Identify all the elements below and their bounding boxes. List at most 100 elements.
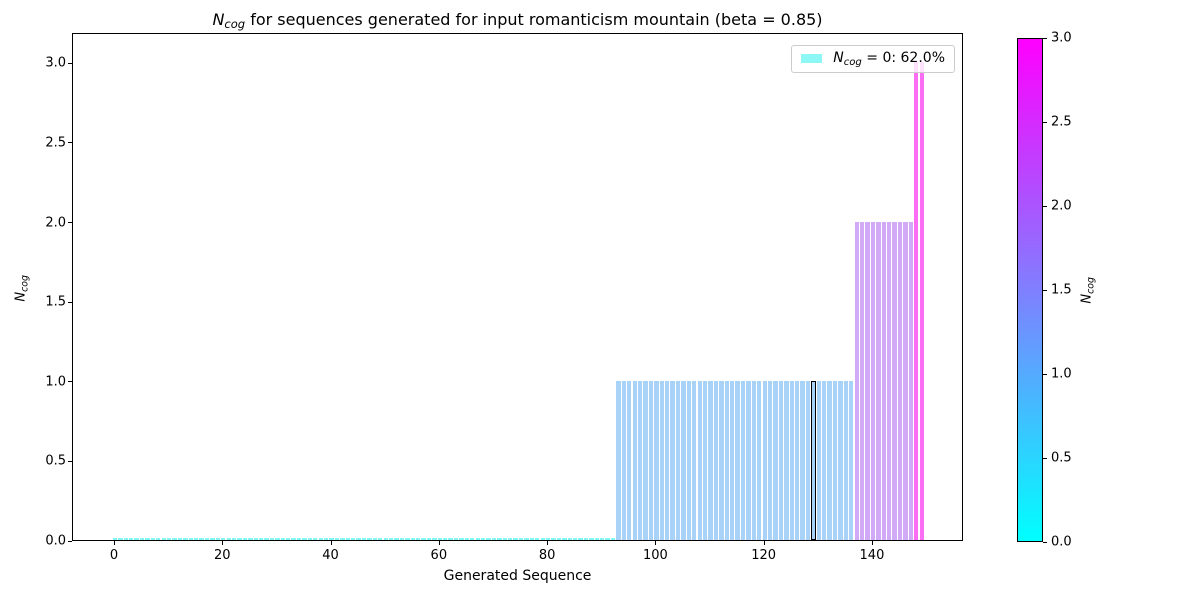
x-tick-mark [655, 541, 657, 545]
bar [399, 538, 405, 540]
bar [605, 538, 610, 540]
x-tick-label: 60 [430, 548, 448, 563]
bar [865, 221, 870, 540]
bar [161, 538, 166, 540]
y-tick-mark [68, 222, 72, 223]
bar [459, 538, 464, 540]
bar [551, 538, 556, 540]
bar [648, 380, 654, 540]
bar [345, 538, 350, 540]
bar [816, 380, 821, 540]
y-tick-label: 0.0 [45, 533, 66, 549]
bar [166, 538, 172, 540]
bar [112, 538, 118, 540]
x-tick-label: 40 [322, 548, 339, 563]
plot-area: Ncog = 0: 62.0% [72, 33, 963, 541]
bar [730, 380, 735, 540]
bar [897, 221, 903, 540]
colorbar-tick-label: 2.5 [1051, 114, 1072, 130]
bar [843, 380, 849, 540]
bar [329, 538, 334, 540]
colorbar-tick-label: 2.0 [1051, 198, 1072, 214]
legend-label: Ncog = 0: 62.0% [833, 50, 945, 68]
bar [437, 538, 442, 540]
y-tick-label: 2.0 [45, 215, 66, 230]
colorbar-gradient [1018, 39, 1042, 541]
bar [432, 538, 437, 540]
bar [210, 538, 215, 540]
colorbar-tick-label: 1.5 [1051, 282, 1072, 298]
bar [697, 380, 702, 540]
colorbar-tick-mark [1043, 121, 1047, 123]
bar [908, 221, 914, 540]
bar [827, 380, 832, 540]
bar [470, 538, 475, 540]
bar [204, 538, 210, 540]
bar [248, 538, 253, 540]
bar [914, 62, 919, 540]
bar [302, 538, 307, 540]
bar [443, 538, 448, 540]
y-tick-mark [68, 62, 72, 64]
bar [139, 538, 145, 540]
y-tick-label: 1.0 [45, 374, 66, 390]
y-tick-mark [68, 460, 72, 462]
bar [340, 538, 345, 540]
bar [356, 538, 361, 540]
bar [524, 538, 529, 540]
bar [286, 538, 291, 540]
bar [491, 538, 497, 540]
bar [118, 538, 123, 540]
bar [464, 538, 470, 540]
bar [264, 538, 269, 540]
bar [318, 538, 323, 540]
colorbar-label-subscript: cog [1085, 277, 1097, 294]
bar [702, 380, 708, 540]
bar [367, 538, 372, 540]
y-label-subscript: cog [19, 275, 31, 292]
bar [388, 538, 394, 540]
bar [762, 380, 767, 540]
bar [502, 538, 507, 540]
bar [242, 538, 248, 540]
bar [740, 380, 746, 540]
bars-container [73, 34, 962, 540]
bar [269, 538, 275, 540]
bar [887, 221, 892, 540]
x-tick-mark [222, 541, 224, 545]
bar [686, 380, 692, 540]
bar [150, 538, 156, 540]
bar [719, 380, 724, 540]
highlighted-bar [811, 380, 816, 540]
bar [892, 221, 897, 540]
bar [903, 221, 908, 540]
bar [540, 538, 545, 540]
bar [361, 538, 367, 540]
bar [665, 380, 670, 540]
bar [724, 380, 729, 540]
bar [156, 538, 161, 540]
bar [573, 538, 578, 540]
bar [838, 380, 843, 540]
bar [410, 538, 415, 540]
bar [735, 380, 740, 540]
bar [562, 538, 567, 540]
bar [849, 380, 854, 540]
bar [421, 538, 426, 540]
bar [183, 538, 188, 540]
colorbar-tick-mark [1043, 541, 1047, 543]
bar [794, 380, 800, 540]
bar [323, 538, 329, 540]
bar [832, 380, 838, 540]
bar [448, 538, 453, 540]
bar [681, 380, 686, 540]
bar [486, 538, 491, 540]
bar [123, 538, 128, 540]
bar [231, 538, 237, 540]
colorbar-tick-label: 0.0 [1051, 534, 1072, 550]
colorbar-tick-mark [1043, 457, 1047, 459]
x-tick-mark [763, 541, 765, 545]
bar [675, 380, 681, 540]
bar [529, 538, 535, 540]
x-tick-mark [547, 541, 549, 545]
